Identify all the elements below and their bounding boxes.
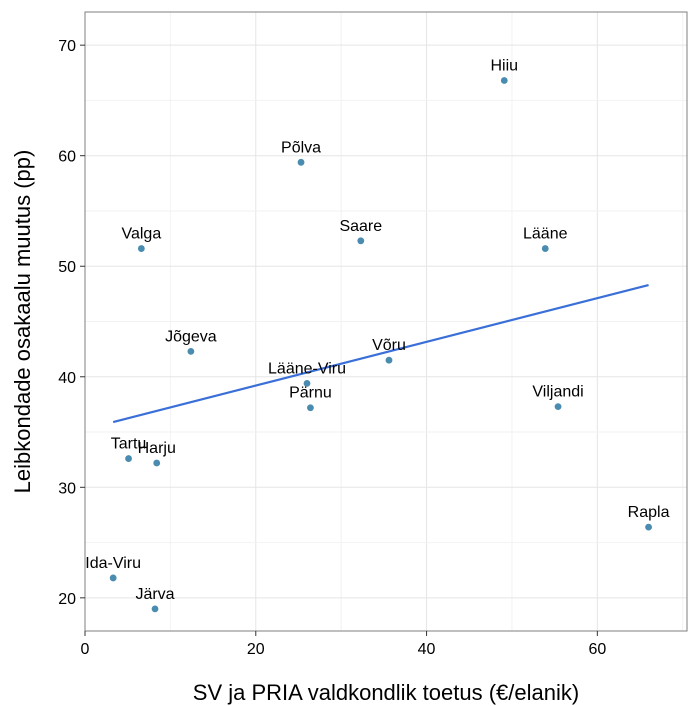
data-point	[554, 403, 562, 411]
point-label: Võru	[372, 337, 406, 354]
point-label: Harju	[138, 440, 176, 457]
y-axis-title: Leibkondade osakaalu muutus (pp)	[10, 150, 35, 494]
x-axis-title: SV ja PRIA valdkondlik toetus (€/elanik)	[193, 680, 579, 705]
point-labels: Hiiu Põlva Saare Valga Lääne Jõgeva Võru Lääne-…	[85, 58, 669, 603]
grid	[84, 12, 687, 631]
point-label: Järva	[135, 586, 174, 603]
data-point	[297, 158, 305, 166]
x-tick-label: 0	[81, 641, 90, 658]
y-tick-label: 30	[58, 480, 76, 497]
data-point	[541, 245, 549, 252]
point-label: Viljandi	[532, 384, 583, 401]
data-point	[137, 245, 145, 252]
data-point	[500, 77, 508, 84]
point-label: Lääne-Viru	[268, 360, 346, 377]
x-tick-label: 40	[418, 641, 436, 658]
data-point	[153, 459, 161, 467]
data-point	[187, 347, 195, 355]
point-label: Pärnu	[289, 385, 332, 402]
y-tick-label: 20	[58, 591, 76, 608]
y-tick-label: 60	[58, 149, 76, 166]
data-point	[151, 605, 159, 613]
data-point	[109, 574, 117, 582]
point-label: Valga	[121, 226, 161, 243]
y-tick-label: 40	[58, 370, 76, 387]
point-label: Põlva	[281, 139, 321, 156]
data-points	[109, 77, 652, 613]
y-axis-ticks: 20 30 40 50 60 70	[58, 38, 85, 608]
data-point	[307, 404, 314, 412]
data-point	[645, 523, 652, 531]
point-label: Rapla	[628, 504, 670, 521]
x-tick-label: 60	[588, 641, 606, 658]
point-label: Saare	[339, 218, 382, 235]
point-label: Ida-Viru	[85, 555, 141, 572]
point-label: Jõgeva	[165, 328, 217, 345]
x-axis-ticks: 0 20 40 60	[81, 631, 606, 658]
data-point	[385, 356, 393, 364]
x-tick-label: 20	[247, 641, 265, 658]
trend-line	[112, 283, 649, 424]
y-tick-label: 50	[58, 259, 76, 276]
y-tick-label: 70	[58, 38, 76, 55]
point-label: Hiiu	[490, 58, 518, 75]
data-point	[125, 455, 132, 462]
plot-border	[84, 11, 688, 632]
data-point	[357, 237, 365, 245]
data-point	[303, 380, 311, 387]
point-label: Lääne	[523, 226, 568, 243]
point-label: Tartu	[111, 436, 147, 453]
